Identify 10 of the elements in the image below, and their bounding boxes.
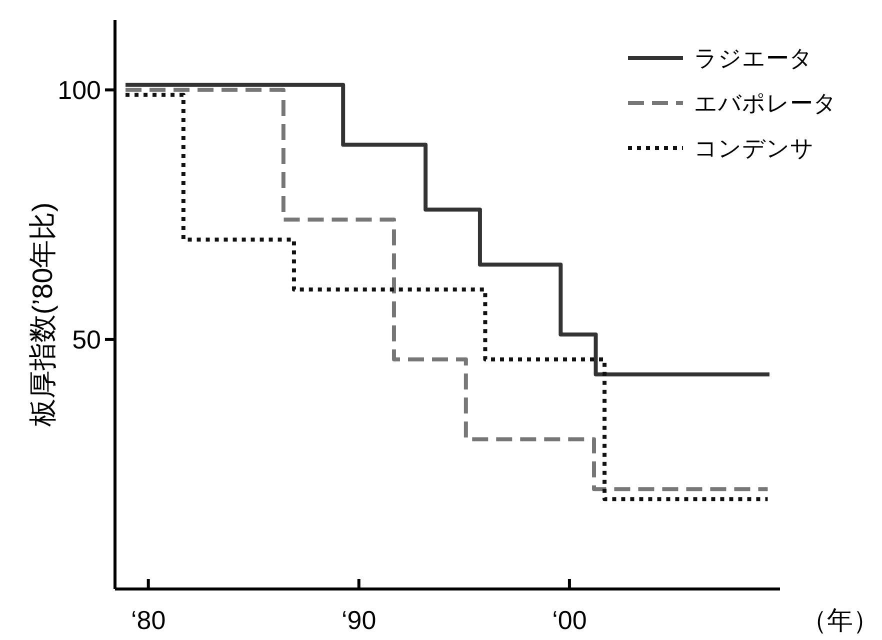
y-tick-label: 100 bbox=[58, 74, 101, 105]
x-tick-label: ‘80 bbox=[130, 605, 166, 635]
legend-label: エバポレータ bbox=[694, 90, 837, 116]
legend-label: コンデンサ bbox=[694, 135, 814, 161]
y-tick-label: 50 bbox=[72, 324, 101, 354]
x-tick-label: ‘00 bbox=[552, 605, 587, 635]
y-axis-title: 板厚指数(’80年比) bbox=[27, 202, 58, 428]
x-tick-label: ‘90 bbox=[342, 605, 376, 635]
legend-label: ラジエータ bbox=[694, 45, 813, 71]
x-axis-title: （年） bbox=[801, 605, 879, 635]
